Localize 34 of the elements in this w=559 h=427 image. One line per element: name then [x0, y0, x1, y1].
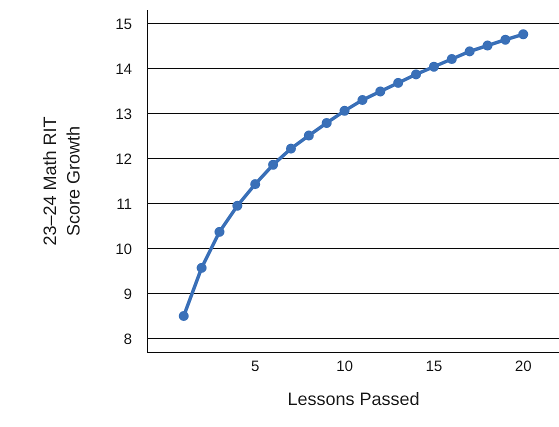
x-tick-label: 5 — [251, 358, 260, 375]
point — [214, 226, 224, 237]
point — [340, 106, 350, 116]
y-tick-label: 9 — [124, 286, 132, 303]
y-tick-label: 12 — [115, 150, 132, 168]
point — [196, 262, 207, 273]
point — [393, 78, 404, 88]
point — [357, 95, 368, 105]
y-tick-label: 10 — [115, 240, 132, 258]
point — [518, 29, 528, 40]
point — [375, 86, 386, 96]
point — [304, 130, 314, 141]
point — [178, 311, 189, 321]
x-axis-title: Lessons Passed — [287, 389, 420, 410]
point — [232, 200, 242, 211]
point — [446, 54, 457, 64]
point — [411, 69, 422, 80]
point — [482, 40, 493, 51]
y-tick-label: 8 — [124, 330, 132, 348]
point — [428, 62, 439, 72]
y-tick-label: 15 — [115, 16, 132, 33]
point — [286, 144, 296, 154]
point — [322, 118, 332, 128]
point — [464, 46, 475, 56]
y-axis-title: 23–24 Math RIT Score Growth — [40, 116, 84, 246]
x-tick-label: 15 — [426, 358, 442, 375]
y-tick-label: 11 — [116, 196, 132, 213]
x-tick-label: 10 — [336, 358, 353, 375]
point — [250, 179, 260, 190]
point — [500, 34, 510, 45]
y-tick-label: 14 — [115, 60, 132, 78]
x-tick-label: 20 — [514, 358, 532, 375]
y-tick-label: 13 — [115, 106, 132, 123]
point — [268, 160, 278, 170]
